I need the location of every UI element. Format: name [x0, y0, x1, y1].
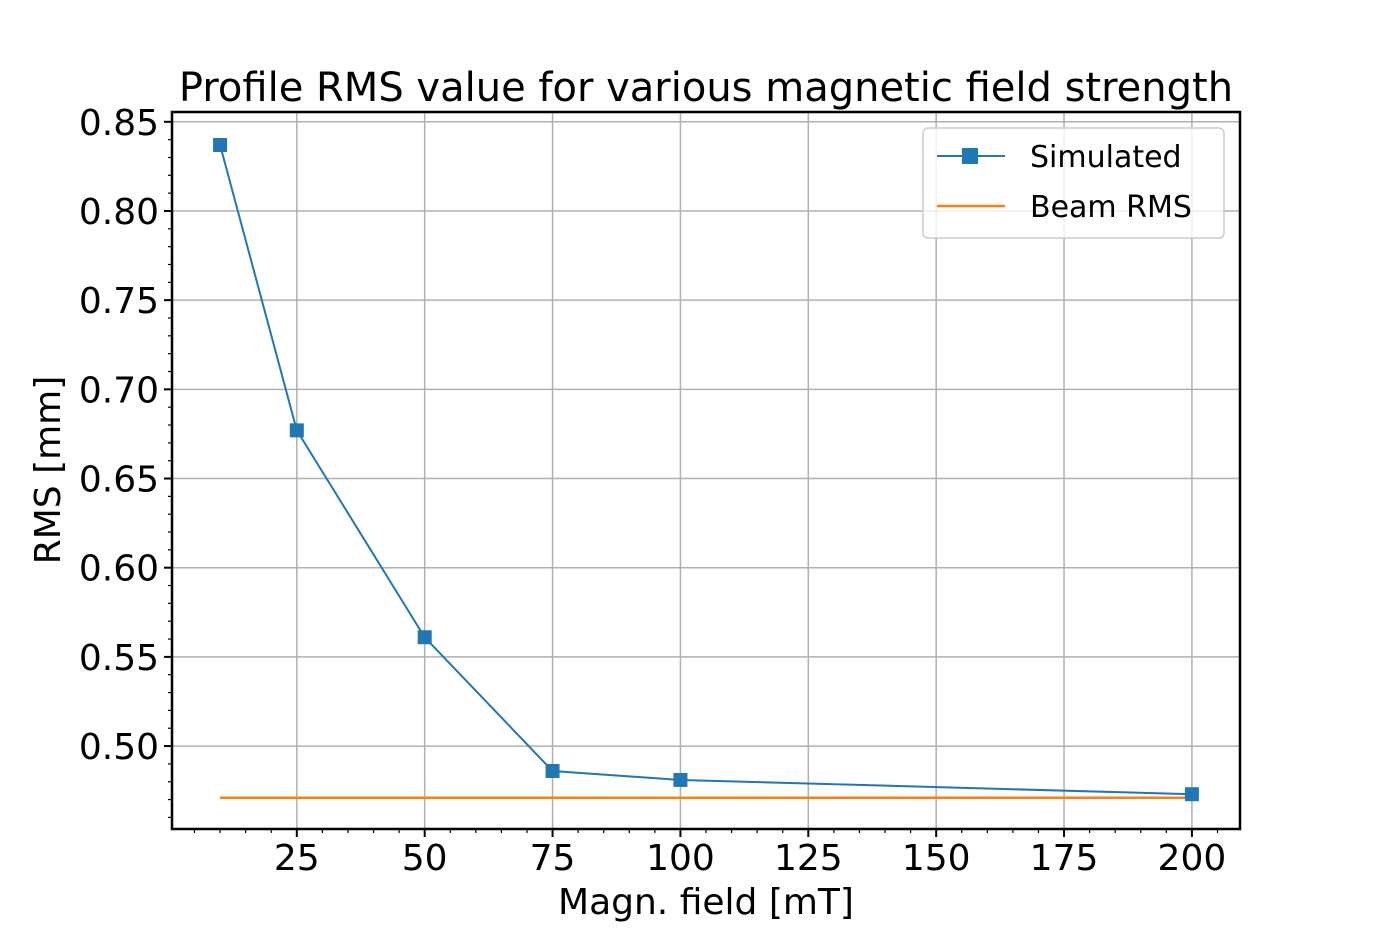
y-tick-label: 0.70: [79, 370, 159, 411]
x-tick-label: 50: [402, 838, 448, 879]
legend-simulated-label: Simulated: [1030, 140, 1182, 175]
y-tick-label: 0.50: [79, 727, 159, 768]
simulated-point: [213, 137, 228, 152]
simulated-point: [673, 772, 688, 787]
legend: Simulated Beam RMS: [922, 127, 1225, 239]
chart-title: Profile RMS value for various magnetic f…: [179, 65, 1233, 111]
x-tick-label: 100: [646, 838, 715, 879]
simulated-point: [545, 764, 560, 779]
x-axis-ticks: 25 50 75 100 125 150 175 200: [193, 829, 1227, 879]
y-tick-label: 0.85: [79, 103, 159, 144]
x-tick-label: 125: [774, 838, 843, 879]
x-tick-label: 75: [530, 838, 576, 879]
x-tick-label: 25: [274, 838, 320, 879]
y-tick-label: 0.80: [79, 192, 159, 233]
x-tick-label: 200: [1158, 838, 1227, 879]
y-axis-ticks: 0.50 0.55 0.60 0.65 0.70 0.75 0.80 0.85: [79, 103, 172, 819]
y-axis-label: RMS [mm]: [28, 376, 69, 565]
simulated-point: [289, 423, 304, 438]
legend-simulated-marker: [962, 148, 978, 164]
y-tick-label: 0.55: [79, 638, 159, 679]
y-tick-label: 0.75: [79, 281, 159, 322]
y-tick-label: 0.60: [79, 549, 159, 590]
x-tick-label: 175: [1030, 838, 1099, 879]
simulated-point: [417, 630, 432, 645]
simulated-point: [1184, 787, 1199, 802]
y-tick-label: 0.65: [79, 460, 159, 501]
x-tick-label: 150: [902, 838, 971, 879]
legend-beam-rms-label: Beam RMS: [1030, 190, 1192, 225]
series-layer: [213, 137, 1199, 802]
x-axis-label: Magn. field [mT]: [558, 882, 854, 923]
simulated-line: [219, 144, 1192, 796]
